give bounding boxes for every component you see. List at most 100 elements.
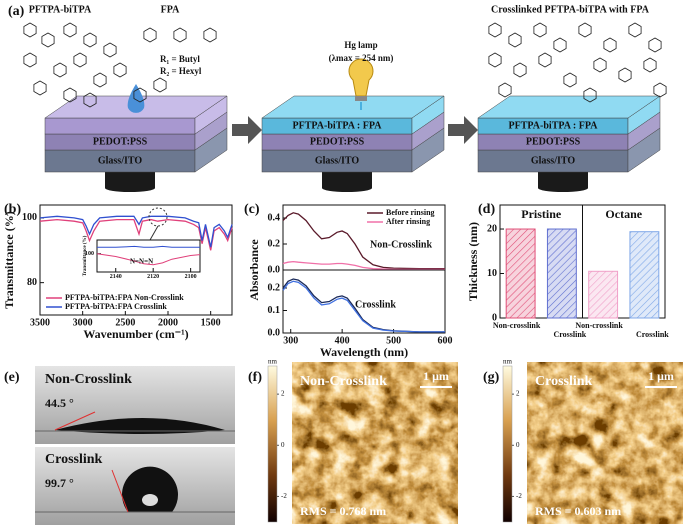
- ring: [203, 27, 217, 43]
- label: 0: [492, 312, 497, 323]
- label: PEDOT:PSS: [310, 136, 365, 147]
- label: 99.7 °: [45, 476, 74, 490]
- ring: [23, 52, 37, 68]
- holder: [538, 172, 588, 188]
- label: Before rinsing: [386, 208, 435, 217]
- droplet: [55, 418, 225, 434]
- ring: [93, 72, 107, 88]
- ring: [603, 37, 617, 53]
- water-drop: [127, 84, 145, 113]
- label: 2000: [158, 317, 178, 328]
- ring: [533, 22, 547, 38]
- ring: [653, 82, 667, 98]
- label: PFTPA-biTPA: [29, 4, 92, 15]
- ring: [538, 52, 552, 68]
- layer-top: [477, 95, 661, 119]
- label: 3500: [30, 317, 50, 328]
- label: 80: [27, 277, 37, 288]
- holder: [322, 172, 372, 188]
- label: PEDOT:PSS: [93, 136, 148, 147]
- label: PFTPA-biTPA:FPA Non-Crosslink: [65, 293, 184, 302]
- label: (b): [4, 202, 21, 217]
- label: RMS = 0.768 nm: [300, 504, 386, 518]
- label: 0: [281, 441, 285, 449]
- ring: [63, 22, 77, 38]
- ring: [41, 32, 55, 48]
- label: 3000: [73, 317, 93, 328]
- label: 100: [85, 251, 94, 257]
- label: (f): [248, 370, 262, 385]
- label: Crosslink: [45, 452, 103, 467]
- bar: [505, 228, 536, 319]
- holder: [105, 172, 155, 188]
- ring: [563, 72, 577, 88]
- label: PEDOT:PSS: [526, 136, 581, 147]
- label: (c): [244, 202, 260, 217]
- ring: [113, 62, 127, 78]
- label: PFTPA-biTPA : FPA: [509, 120, 599, 131]
- ring: [513, 62, 527, 78]
- series-line: [282, 212, 445, 270]
- layer-top: [261, 95, 445, 119]
- series-line: [282, 260, 445, 271]
- ring: [153, 77, 167, 93]
- label: 100: [22, 212, 37, 223]
- afm-image: [527, 362, 683, 524]
- label: Transmittance (%): [83, 235, 88, 276]
- ring: [618, 67, 632, 83]
- label: 0.0: [268, 327, 281, 338]
- lamp-base: [355, 96, 367, 101]
- label: Wavenumber (cm⁻¹): [83, 327, 188, 341]
- ring: [488, 52, 502, 68]
- label: R₂ = Hexyl: [160, 66, 202, 76]
- ring: [63, 87, 77, 103]
- label: 0.4: [268, 212, 281, 223]
- droplet-glare: [142, 494, 158, 506]
- label: Glass/ITO: [531, 155, 575, 166]
- ring: [648, 37, 662, 53]
- arrow: [232, 116, 262, 144]
- highlight-circle: [148, 207, 168, 227]
- series-line: [282, 280, 445, 333]
- label: Octane: [605, 207, 642, 221]
- label: (a): [8, 4, 25, 19]
- series-line: [97, 245, 200, 248]
- label: Crosslink: [355, 299, 396, 310]
- colorbar: [502, 365, 513, 523]
- label: 1 μm: [648, 369, 674, 383]
- label: Absorbance: [247, 239, 261, 301]
- label: 2100: [185, 274, 197, 280]
- ring: [628, 22, 642, 38]
- ring: [578, 22, 592, 38]
- label: (g): [483, 370, 500, 385]
- label: Non-Crosslink: [370, 239, 432, 250]
- ring: [173, 27, 187, 43]
- bar: [588, 270, 619, 319]
- bar: [546, 228, 577, 319]
- label: Thickness (nm): [466, 222, 480, 301]
- label: After rinsing: [386, 217, 430, 226]
- ring: [33, 80, 47, 96]
- label: PFTPA-biTPA:FPA Crosslink: [65, 302, 167, 311]
- colorbar: [267, 365, 278, 523]
- label: 0.0: [268, 264, 281, 275]
- label: -2: [281, 492, 287, 500]
- label: Non-Crosslink: [300, 374, 387, 389]
- label: nm: [268, 358, 278, 366]
- label: (λmax = 254 nm): [329, 53, 394, 63]
- ring: [143, 27, 157, 43]
- label: 0.2: [268, 282, 281, 293]
- label: Glass/ITO: [315, 155, 359, 166]
- label: 0: [516, 441, 520, 449]
- plot-frame: [282, 204, 446, 271]
- label: 1 μm: [423, 369, 449, 383]
- label: Pristine: [521, 207, 562, 221]
- ring: [593, 57, 607, 73]
- label: 2140: [110, 274, 122, 280]
- ring: [508, 32, 522, 48]
- label: 10: [487, 268, 497, 279]
- ring: [583, 87, 597, 103]
- label: Crosslinked PFTPA-biTPA with FPA: [491, 4, 650, 15]
- label: 300: [283, 335, 298, 346]
